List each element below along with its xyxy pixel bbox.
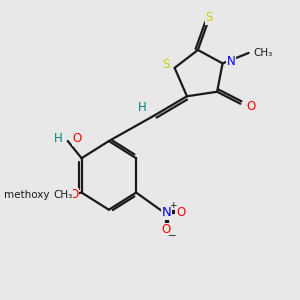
Text: CH₃: CH₃: [254, 48, 273, 58]
Text: O: O: [162, 223, 171, 236]
Text: O: O: [176, 206, 185, 219]
Text: S: S: [162, 58, 170, 71]
Text: −: −: [168, 231, 177, 241]
Text: O: O: [246, 100, 256, 112]
Text: O: O: [69, 188, 78, 201]
Text: S: S: [205, 11, 213, 24]
Text: N: N: [227, 55, 236, 68]
Text: H: H: [138, 101, 146, 114]
Text: CH₃: CH₃: [53, 190, 73, 200]
Text: methoxy: methoxy: [4, 190, 50, 200]
Text: H: H: [53, 132, 62, 145]
Text: N: N: [161, 206, 171, 219]
Text: +: +: [169, 201, 176, 210]
Text: O: O: [73, 132, 82, 145]
